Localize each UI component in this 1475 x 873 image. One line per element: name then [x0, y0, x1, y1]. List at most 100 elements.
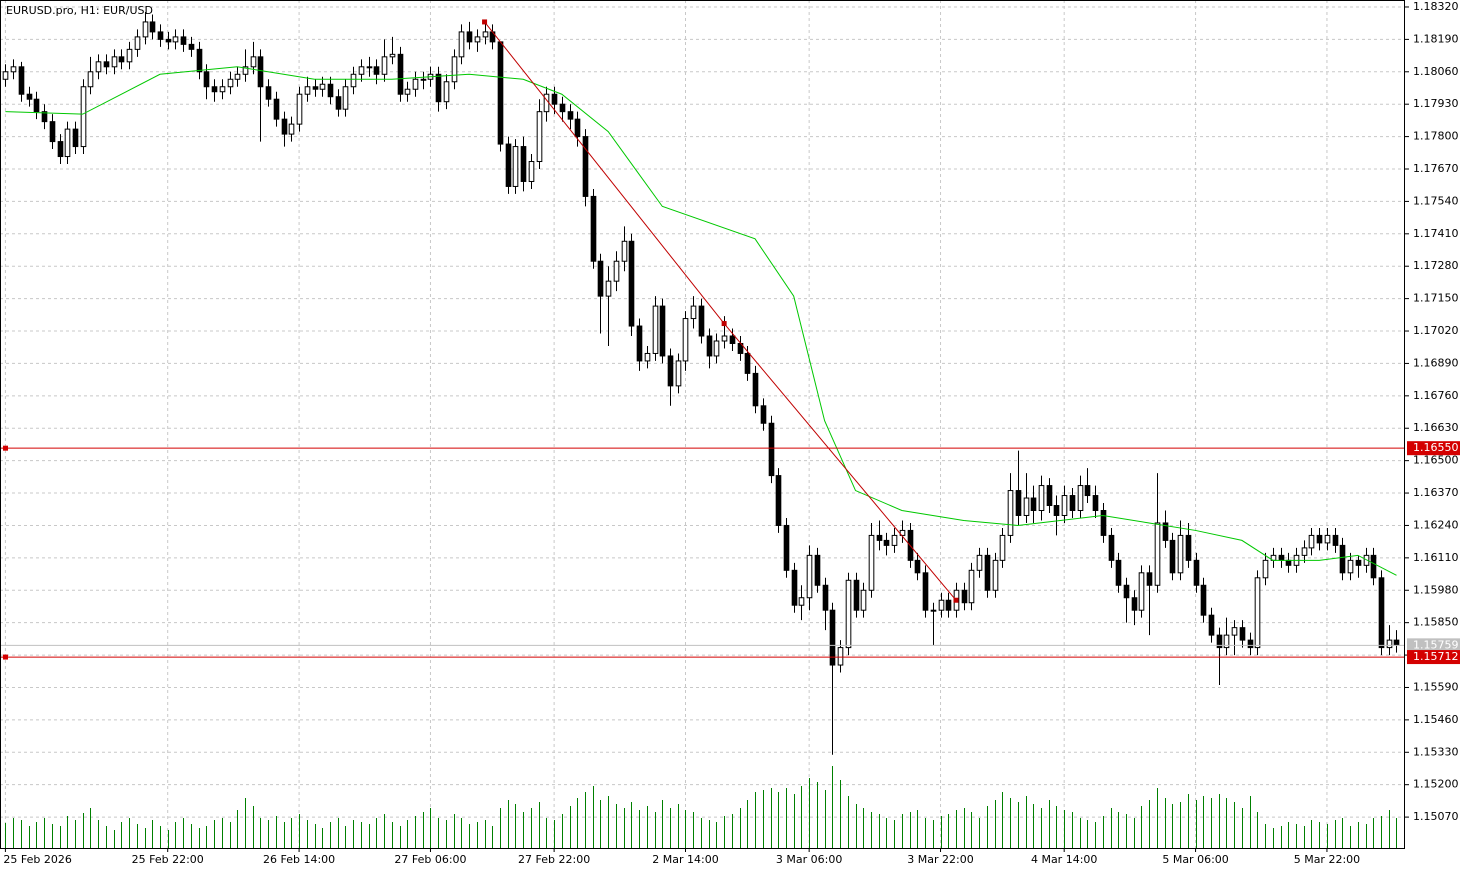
- candle-body: [829, 609, 836, 666]
- candle-body: [435, 73, 442, 103]
- grid: [0, 0, 1405, 848]
- candle-body: [250, 56, 257, 68]
- candle-body: [203, 71, 210, 88]
- candle-body: [1177, 534, 1184, 574]
- candle-body: [165, 38, 172, 43]
- candle-body: [1378, 577, 1385, 649]
- candle-body: [698, 305, 705, 337]
- candle-body: [1108, 534, 1115, 561]
- x-tick-label: 3 Mar 06:00: [776, 853, 842, 866]
- candle-body: [582, 136, 589, 197]
- y-tick-label: 1.17800: [1413, 130, 1459, 143]
- y-tick-label: 1.17670: [1413, 162, 1459, 175]
- y-tick-label: 1.17020: [1413, 324, 1459, 337]
- y-tick-label: 1.15980: [1413, 583, 1459, 596]
- y-tick-label: 1.16110: [1413, 551, 1459, 564]
- candle-body: [1347, 559, 1354, 574]
- last-price-label: 1.15759: [1413, 638, 1459, 651]
- candle-body: [95, 61, 102, 73]
- candle-body: [1200, 584, 1207, 616]
- y-tick-label: 1.18060: [1413, 65, 1459, 78]
- candle-body: [1084, 485, 1091, 497]
- candle-body: [1146, 572, 1153, 586]
- candle-body: [312, 86, 319, 90]
- candle-body: [567, 111, 574, 120]
- candle-body: [1015, 490, 1022, 516]
- level-anchor: [3, 445, 8, 451]
- candle-body: [1115, 559, 1122, 586]
- candle-body: [806, 554, 813, 599]
- candle-body: [1007, 490, 1014, 536]
- candle-body: [644, 352, 651, 362]
- level-tag: [1407, 650, 1460, 665]
- candle-body: [760, 405, 767, 424]
- candle-body: [172, 36, 179, 43]
- candle-body: [1393, 639, 1400, 646]
- candle-body: [1370, 554, 1377, 579]
- candle-body: [1053, 505, 1060, 516]
- candle-body: [412, 78, 419, 90]
- candle-body: [590, 195, 597, 262]
- candle-body: [845, 579, 852, 649]
- candle-body: [1138, 572, 1145, 611]
- candle-body: [883, 539, 890, 546]
- y-tick-label: 1.17930: [1413, 97, 1459, 110]
- candle-body: [273, 98, 280, 120]
- candle-body: [118, 56, 125, 63]
- y-tick-label: 1.17150: [1413, 292, 1459, 305]
- candle-body: [443, 81, 450, 103]
- candle-body: [227, 78, 234, 88]
- candle-body: [219, 86, 226, 93]
- level-anchor: [3, 654, 8, 660]
- candle-body: [621, 240, 628, 262]
- level-tag: [1407, 441, 1460, 456]
- candle-body: [1262, 559, 1269, 579]
- candle-body: [358, 66, 365, 75]
- x-tick-label: 4 Mar 14:00: [1031, 853, 1097, 866]
- candle-body: [26, 93, 33, 100]
- y-tick-label: 1.16760: [1413, 389, 1459, 402]
- candle-body: [1324, 534, 1331, 544]
- candle-body: [1100, 509, 1107, 536]
- candle-body: [1278, 554, 1285, 561]
- candle-body: [613, 260, 620, 282]
- y-tick-label: 1.17540: [1413, 194, 1459, 207]
- candles: [2, 11, 1400, 755]
- candle-body: [1092, 495, 1099, 511]
- candle-body: [72, 128, 79, 148]
- candle-body: [234, 73, 241, 80]
- candle-body: [49, 121, 56, 143]
- last-price-tag: [1407, 638, 1460, 653]
- candle-body: [80, 86, 87, 148]
- y-tick-label: 1.15200: [1413, 778, 1459, 791]
- candle-body: [690, 305, 697, 320]
- x-tick-label: 2 Mar 14:00: [652, 853, 718, 866]
- candle-body: [922, 572, 929, 611]
- x-tick-label: 25 Feb 2026: [3, 853, 71, 866]
- candle-body: [837, 647, 844, 666]
- chart-title: EURUSD.pro, H1: EUR/USD: [6, 4, 153, 17]
- candle-body: [605, 280, 612, 297]
- candle-body: [33, 98, 40, 113]
- candle-body: [64, 128, 71, 158]
- trendline: [484, 21, 957, 601]
- candle-body: [281, 118, 288, 135]
- candle-body: [938, 599, 945, 611]
- candle-body: [211, 86, 218, 93]
- candle-body: [822, 584, 829, 611]
- candle-body: [157, 31, 164, 40]
- candle-body: [389, 53, 396, 58]
- candle-body: [976, 554, 983, 571]
- candle-body: [381, 56, 388, 75]
- candle-body: [134, 36, 141, 50]
- candle-body: [574, 118, 581, 138]
- y-tick-label: 1.15590: [1413, 680, 1459, 693]
- x-tick-label: 27 Feb 22:00: [518, 853, 590, 866]
- candle-body: [142, 21, 149, 38]
- candle-body: [149, 21, 156, 33]
- candle-body: [87, 71, 94, 88]
- candle-body: [1339, 544, 1346, 574]
- candle-body: [196, 48, 203, 73]
